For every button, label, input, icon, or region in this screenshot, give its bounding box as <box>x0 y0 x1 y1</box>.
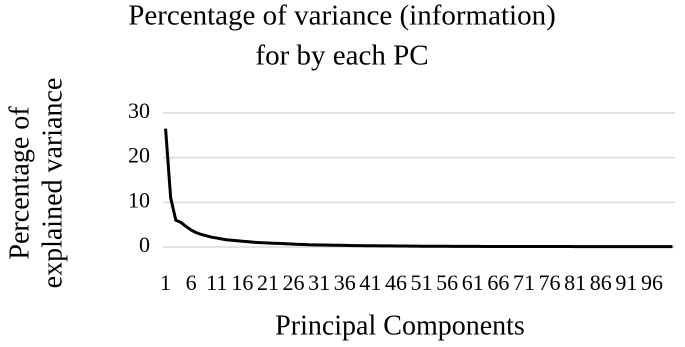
data-line <box>164 128 673 249</box>
x-tick-label: 36 <box>334 270 356 295</box>
x-tick-label: 31 <box>308 270 330 295</box>
x-tick-label: 61 <box>462 270 484 295</box>
y-tick-label: 10 <box>128 187 150 212</box>
x-tick-label: 16 <box>231 270 253 295</box>
x-axis-label: Principal Components <box>275 310 525 341</box>
chart-title: for by each PC <box>255 40 428 72</box>
x-tick-label: 76 <box>539 270 561 295</box>
x-tick-label: 6 <box>186 270 197 295</box>
x-tick-label: 66 <box>487 270 509 295</box>
x-tick-label: 21 <box>257 270 279 295</box>
y-axis-label: Percentage of <box>4 106 35 260</box>
y-tick-label: 20 <box>128 143 150 168</box>
x-tick-label: 1 <box>160 270 171 295</box>
x-tick-label: 96 <box>641 270 663 295</box>
x-tick-label: 51 <box>411 270 433 295</box>
x-tick-label: 26 <box>283 270 305 295</box>
x-tick-label: 56 <box>436 270 458 295</box>
x-tick-label: 91 <box>615 270 637 295</box>
x-tick-label: 11 <box>206 270 227 295</box>
x-tick-label: 71 <box>513 270 535 295</box>
x-tick-label: 86 <box>590 270 612 295</box>
y-axis-label: explained variance <box>37 78 68 289</box>
x-tick-label: 46 <box>385 270 407 295</box>
x-tick-label: 81 <box>564 270 586 295</box>
y-tick-label: 30 <box>128 98 150 123</box>
y-tick-label: 0 <box>139 232 150 257</box>
chart-title: Percentage of variance (information) <box>128 0 556 32</box>
x-tick-label: 41 <box>359 270 381 295</box>
